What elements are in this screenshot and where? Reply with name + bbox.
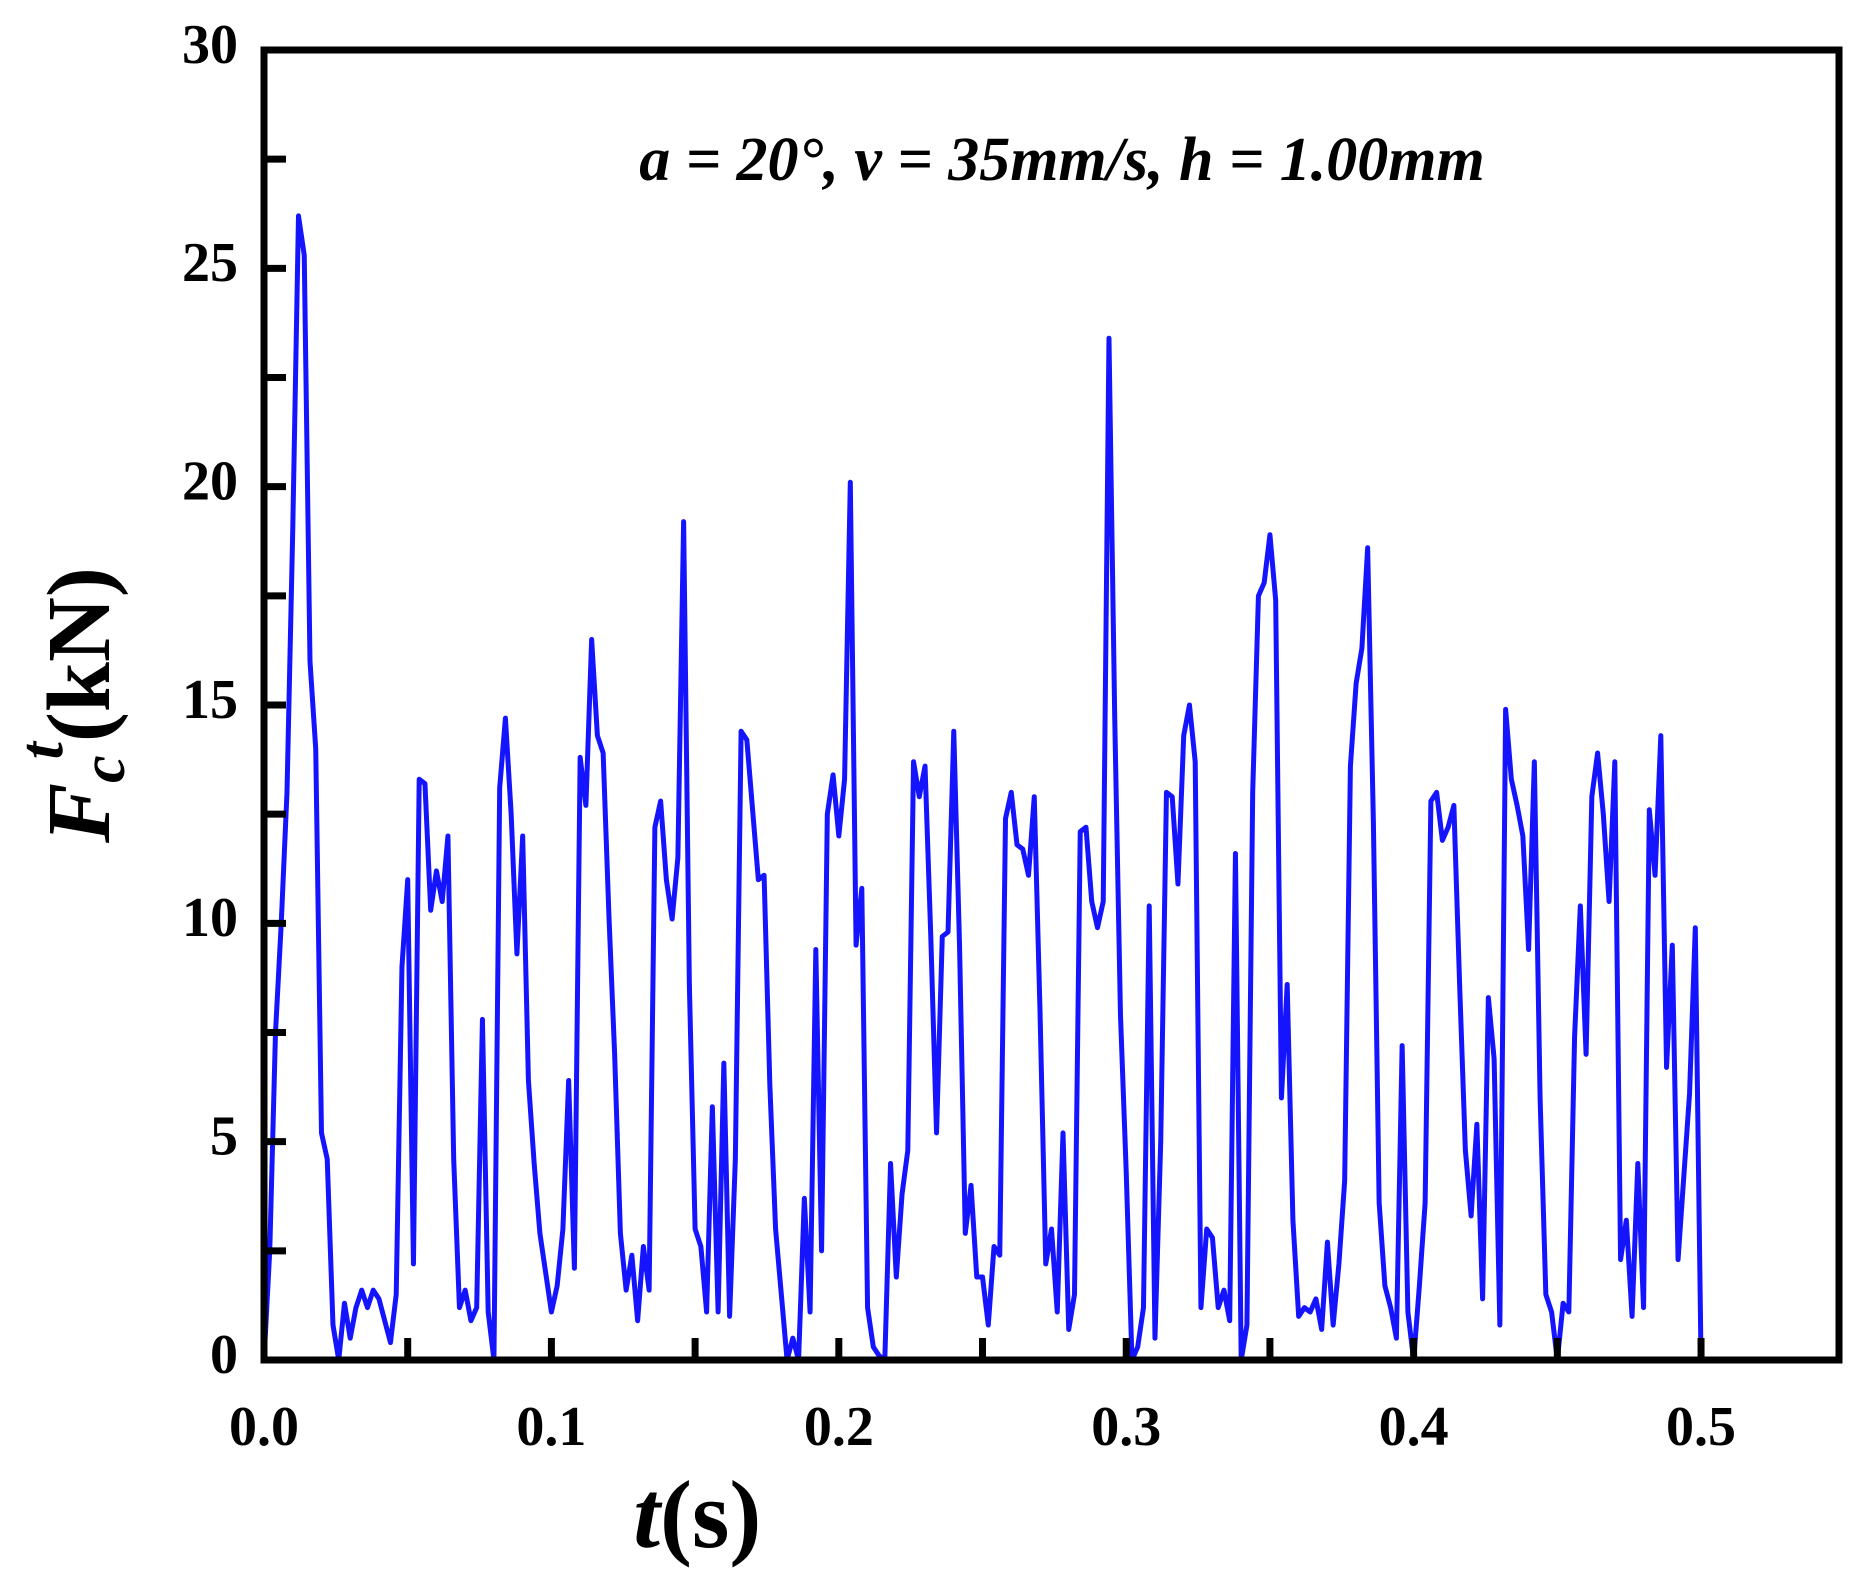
y-axis-symbol: F [30, 783, 129, 844]
y-axis-label: Fct(kN) [8, 567, 138, 844]
y-axis-superscript: t [8, 740, 76, 759]
y-tick-label: 5 [210, 1106, 238, 1168]
y-tick-label: 10 [182, 887, 238, 949]
x-axis-unit: (s) [660, 1461, 761, 1568]
plot-frame [260, 46, 1843, 1364]
data-line [261, 213, 1704, 1363]
x-tick-label: 0.1 [516, 1396, 586, 1458]
x-tick-label: 0.0 [229, 1396, 299, 1458]
y-tick-label: 30 [182, 14, 238, 76]
y-tick-label: 25 [182, 232, 238, 294]
x-tick-label: 0.2 [804, 1396, 874, 1458]
annotation: a = 20°, v = 35mm/s, h = 1.00mm [639, 126, 1485, 194]
y-tick-label: 20 [182, 451, 238, 513]
x-tick-label: 0.5 [1666, 1396, 1736, 1458]
x-tick-label: 0.4 [1379, 1396, 1449, 1458]
y-axis-unit: (kN) [30, 567, 129, 742]
y-tick-label: 15 [182, 669, 238, 731]
y-tick-label: 0 [210, 1324, 238, 1386]
x-axis-symbol: t [633, 1461, 663, 1568]
y-axis-subscript: c [70, 755, 138, 783]
x-tick-label: 0.3 [1091, 1396, 1161, 1458]
